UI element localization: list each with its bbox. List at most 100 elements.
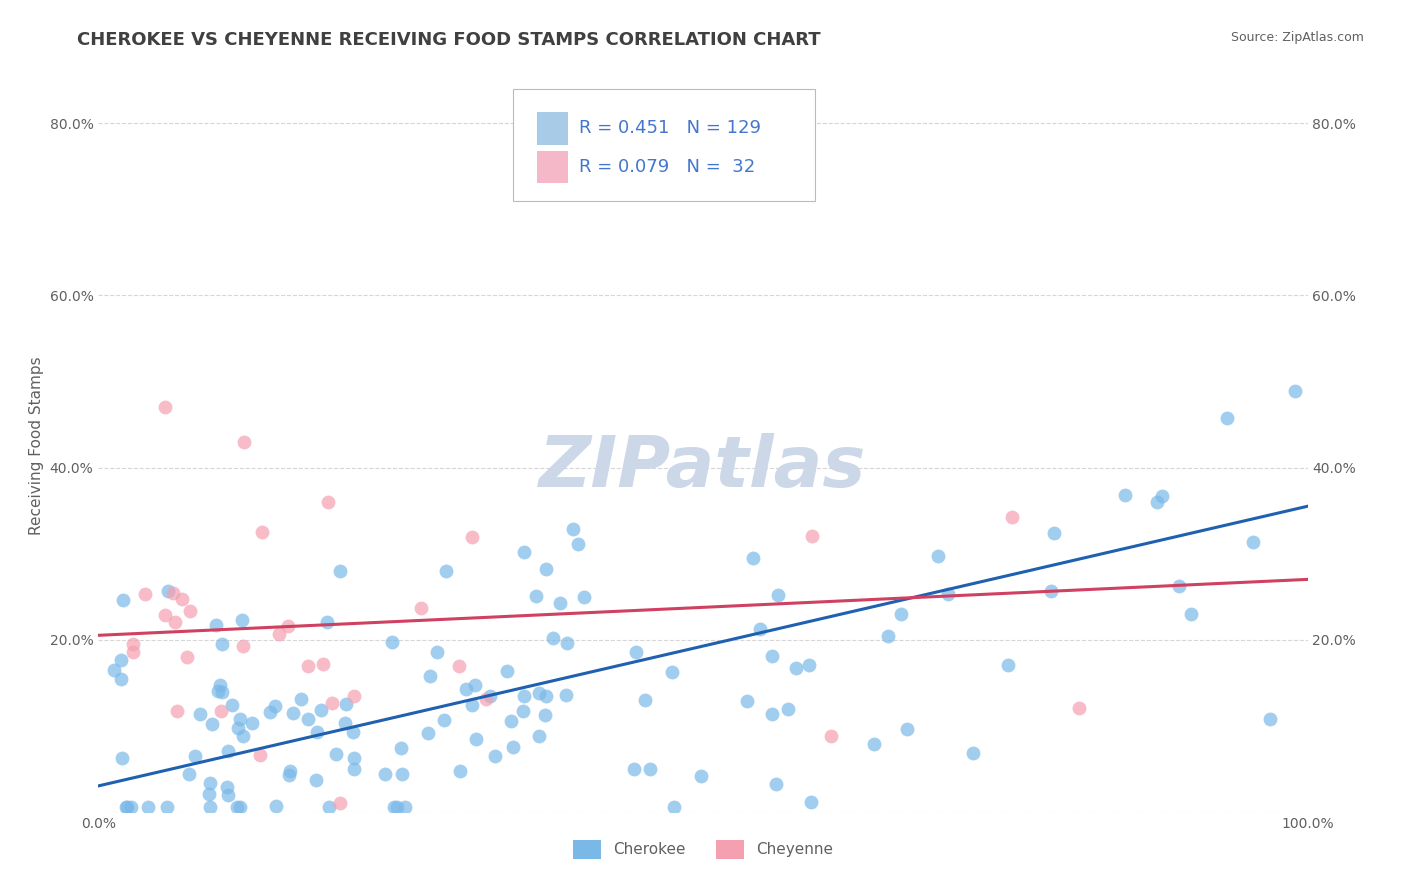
Point <box>1258 712 1281 726</box>
Point <box>342 725 364 739</box>
Point <box>201 717 224 731</box>
Text: R = 0.079   N =  32: R = 0.079 N = 32 <box>579 158 755 176</box>
Point <box>153 401 176 415</box>
Point <box>165 615 187 630</box>
Point <box>316 495 339 509</box>
Text: CHEROKEE VS CHEYENNE RECEIVING FOOD STAMPS CORRELATION CHART: CHEROKEE VS CHEYENNE RECEIVING FOOD STAM… <box>77 31 821 49</box>
Point <box>290 692 312 706</box>
Point <box>1284 384 1306 399</box>
Point <box>259 706 281 720</box>
Point <box>735 694 758 708</box>
Point <box>1146 495 1168 509</box>
Point <box>1067 701 1090 715</box>
Point <box>217 780 239 794</box>
Point <box>797 657 820 672</box>
Point <box>385 800 408 814</box>
Point <box>1040 583 1063 598</box>
Point <box>110 751 132 765</box>
Point <box>249 747 271 762</box>
Point <box>799 795 821 809</box>
Point <box>1168 579 1191 593</box>
Point <box>156 800 179 814</box>
Point <box>374 766 396 780</box>
Point <box>890 607 912 621</box>
Point <box>240 716 263 731</box>
Point <box>200 800 222 814</box>
Point <box>567 537 589 551</box>
Text: R = 0.451   N = 129: R = 0.451 N = 129 <box>579 120 761 137</box>
Point <box>389 741 412 756</box>
Point <box>748 623 770 637</box>
Point <box>297 712 319 726</box>
Point <box>434 564 457 578</box>
Point <box>460 698 482 713</box>
Text: Source: ZipAtlas.com: Source: ZipAtlas.com <box>1230 31 1364 45</box>
Point <box>172 591 194 606</box>
Point <box>200 776 222 790</box>
Point <box>343 689 366 703</box>
Point <box>277 619 299 633</box>
Point <box>801 529 824 543</box>
Point <box>534 708 557 723</box>
Point <box>426 645 449 659</box>
Y-axis label: Receiving Food Stamps: Receiving Food Stamps <box>30 357 44 535</box>
Point <box>267 626 290 640</box>
Point <box>232 639 254 653</box>
Point <box>433 713 456 727</box>
Point <box>555 688 578 702</box>
Point <box>217 744 239 758</box>
Point <box>623 762 645 776</box>
Point <box>640 762 662 776</box>
Point <box>561 522 583 536</box>
Point <box>766 588 789 602</box>
Point <box>156 584 179 599</box>
Text: ZIPatlas: ZIPatlas <box>540 434 866 502</box>
Point <box>166 704 188 718</box>
Point <box>419 669 441 683</box>
Point <box>325 747 347 761</box>
Point <box>297 659 319 673</box>
Point <box>231 613 253 627</box>
Point <box>335 715 357 730</box>
Point <box>252 524 274 539</box>
Point <box>536 689 558 703</box>
Point <box>111 593 134 607</box>
Point <box>761 707 783 722</box>
Point <box>1150 489 1173 503</box>
Point <box>335 697 357 711</box>
Point <box>502 739 524 754</box>
Point <box>449 658 471 673</box>
Point <box>475 692 498 706</box>
Point <box>460 530 482 544</box>
Point <box>877 629 900 643</box>
Point <box>409 600 432 615</box>
Point <box>232 729 254 743</box>
Point <box>198 787 221 801</box>
Point <box>309 704 332 718</box>
Point <box>329 564 352 578</box>
Point <box>1114 488 1136 502</box>
Point <box>454 681 477 696</box>
Point <box>761 649 783 664</box>
Point <box>820 729 842 743</box>
Point <box>153 608 176 623</box>
Point <box>232 434 254 449</box>
Point <box>188 707 211 722</box>
Point <box>209 677 232 691</box>
Point <box>110 672 132 686</box>
Point <box>541 631 564 645</box>
Point <box>495 664 517 678</box>
Point <box>122 644 145 658</box>
Point <box>184 749 207 764</box>
Point <box>572 590 595 604</box>
Point <box>264 699 287 714</box>
Point <box>513 545 536 559</box>
Point <box>207 683 229 698</box>
Point <box>449 764 471 779</box>
Point <box>305 724 328 739</box>
Point <box>381 635 404 649</box>
Point <box>209 705 232 719</box>
Point <box>465 731 488 746</box>
Point <box>778 701 800 715</box>
Point <box>785 661 807 675</box>
